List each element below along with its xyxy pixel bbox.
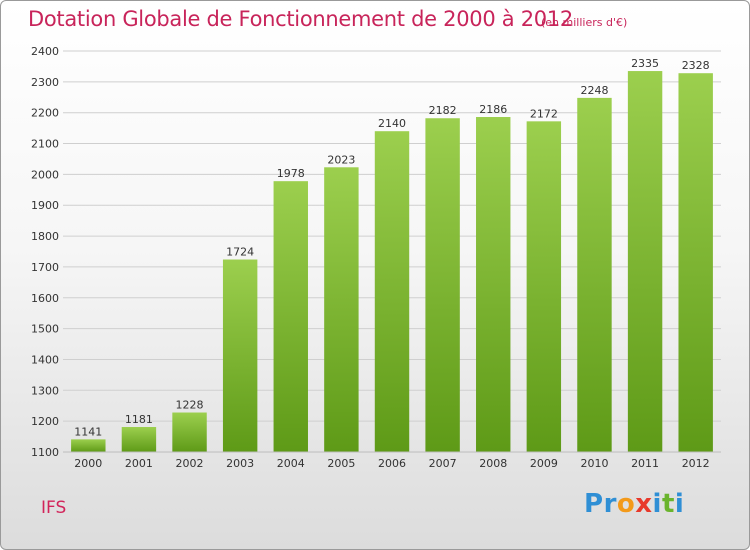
y-tick-label: 1300	[31, 384, 59, 397]
data-label: 2186	[479, 103, 507, 116]
data-label: 2140	[378, 117, 406, 130]
logo-letter: o	[616, 489, 636, 519]
logo-letter: i	[652, 489, 662, 519]
y-tick-label: 2300	[31, 76, 59, 89]
x-tick-label: 2010	[580, 457, 608, 470]
bar	[324, 167, 359, 453]
bar	[71, 439, 106, 452]
data-label: 1181	[125, 413, 153, 426]
x-tick-label: 2000	[74, 457, 102, 470]
data-label: 2328	[682, 59, 710, 72]
bar	[577, 97, 612, 452]
data-label: 2023	[327, 153, 355, 166]
y-tick-label: 1800	[31, 230, 59, 243]
data-label: 1141	[74, 425, 102, 438]
x-tick-label: 2004	[277, 457, 305, 470]
y-tick-label: 2100	[31, 138, 59, 151]
data-label: 2248	[580, 84, 608, 97]
y-tick-label: 2000	[31, 168, 59, 181]
x-tick-label: 2005	[327, 457, 355, 470]
y-tick-label: 1700	[31, 261, 59, 274]
data-label: 1228	[176, 399, 204, 412]
bar	[678, 73, 713, 452]
x-tick-label: 2007	[429, 457, 457, 470]
bar	[222, 259, 258, 452]
data-label: 2172	[530, 107, 558, 120]
y-tick-label: 1400	[31, 353, 59, 366]
proxiti-logo: Proxiti	[584, 489, 684, 519]
logo-letter: t	[661, 489, 675, 519]
bar	[425, 118, 460, 452]
x-tick-label: 2002	[176, 457, 204, 470]
y-tick-label: 2400	[31, 45, 59, 58]
bar	[121, 427, 157, 452]
x-tick-label: 2009	[530, 457, 558, 470]
x-tick-label: 2001	[125, 457, 153, 470]
bar	[476, 117, 511, 452]
data-label: 1724	[226, 246, 254, 259]
chart-title: Dotation Globale de Fonctionnement de 20…	[28, 7, 573, 31]
x-tick-label: 2011	[631, 457, 659, 470]
chart-subtitle: (en milliers d'€)	[541, 16, 628, 29]
y-tick-label: 1600	[31, 292, 59, 305]
bar	[627, 71, 663, 453]
bar	[172, 412, 207, 452]
y-tick-label: 1200	[31, 415, 59, 428]
bar	[526, 121, 562, 453]
y-tick-label: 2200	[31, 107, 59, 120]
logo-letter: x	[635, 489, 653, 519]
logo-letter: P	[584, 489, 604, 519]
data-label: 2335	[631, 57, 659, 70]
x-tick-label: 2003	[226, 457, 254, 470]
x-tick-label: 2012	[682, 457, 710, 470]
commune-name: IFS	[41, 498, 67, 518]
x-tick-label: 2008	[479, 457, 507, 470]
bar	[374, 131, 410, 452]
x-tick-label: 2006	[378, 457, 406, 470]
y-tick-label: 1100	[31, 446, 59, 459]
data-label: 1978	[277, 167, 305, 180]
y-tick-label: 1500	[31, 323, 59, 336]
logo-letter: i	[674, 489, 685, 519]
logo-letter: r	[603, 489, 617, 519]
bar	[273, 181, 308, 452]
y-tick-label: 1900	[31, 199, 59, 212]
data-label: 2182	[429, 104, 457, 117]
